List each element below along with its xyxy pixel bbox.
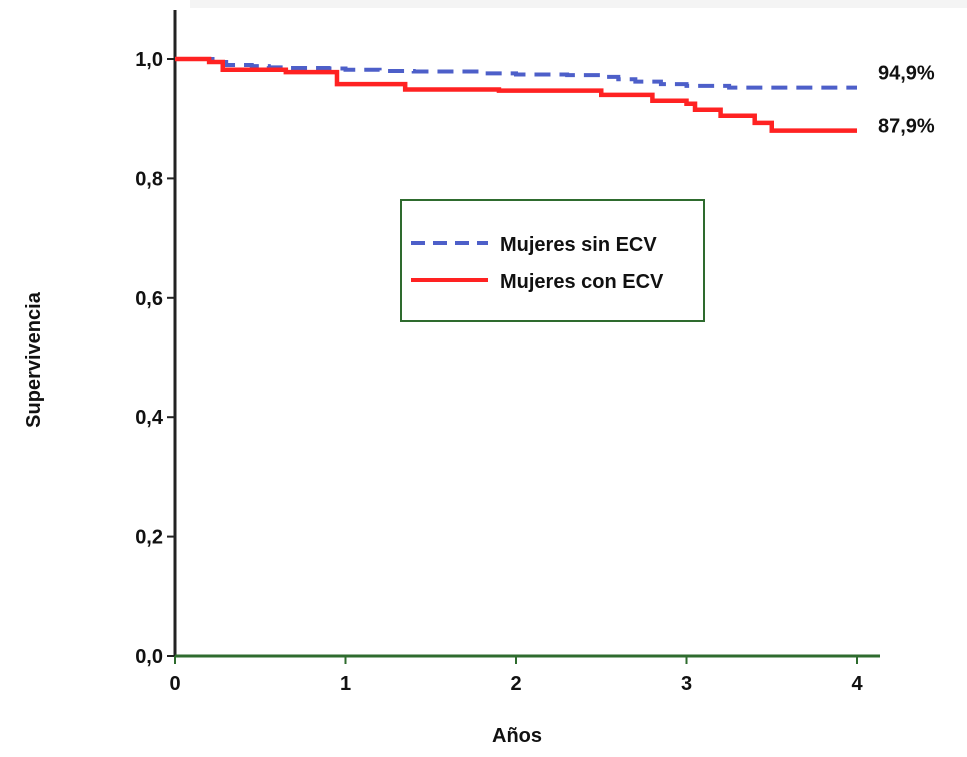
axes xyxy=(173,10,880,658)
x-tick-label: 4 xyxy=(851,673,863,695)
series-layer xyxy=(175,56,857,133)
x-axis-label: Años xyxy=(492,725,542,747)
y-ticks: 0,0 0,2 0,4 0,6 0,8 1,0 xyxy=(135,49,175,668)
series-line-sin-ecv xyxy=(175,57,857,90)
legend-box xyxy=(400,199,705,322)
y-tick-label: 0,0 xyxy=(135,646,163,668)
x-tick-label: 2 xyxy=(510,673,521,695)
x-ticks: 0 1 2 3 4 xyxy=(169,656,863,695)
end-label-con-ecv: 87,9% xyxy=(878,116,935,138)
y-tick-label: 0,6 xyxy=(135,288,163,310)
y-tick-label: 1,0 xyxy=(135,49,163,71)
y-axis-label: Supervivencia xyxy=(23,291,45,428)
y-tick-label: 0,4 xyxy=(135,407,164,429)
top-band xyxy=(190,0,967,8)
end-labels: 94,9% 87,9% xyxy=(878,63,935,138)
x-tick-label: 0 xyxy=(169,673,180,695)
legend: Mujeres sin ECV Mujeres con ECV xyxy=(400,199,705,322)
y-tick-label: 0,8 xyxy=(135,168,163,190)
legend-label-sin-ecv: Mujeres sin ECV xyxy=(500,234,657,256)
legend-label-con-ecv: Mujeres con ECV xyxy=(500,271,664,293)
x-tick-label: 3 xyxy=(681,673,692,695)
series-line-con-ecv xyxy=(175,56,857,133)
x-tick-label: 1 xyxy=(340,673,351,695)
end-label-sin-ecv: 94,9% xyxy=(878,63,935,85)
y-tick-label: 0,2 xyxy=(135,527,163,549)
